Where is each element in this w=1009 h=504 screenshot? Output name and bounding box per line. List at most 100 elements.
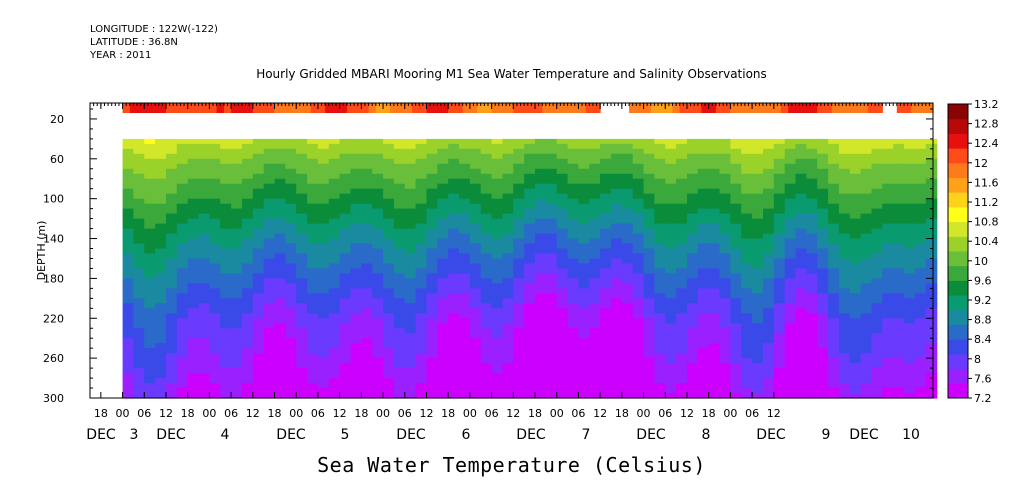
contour-cell: [480, 203, 493, 210]
contour-cell: [296, 148, 308, 155]
contour-cell: [763, 243, 775, 250]
contour-cell: [513, 158, 525, 165]
contour-cell: [621, 263, 634, 270]
contour-cell: [459, 198, 471, 205]
contour-cell: [611, 288, 623, 294]
contour-cell: [372, 368, 384, 374]
contour-cell: [415, 273, 428, 279]
contour-cell: [904, 353, 916, 359]
contour-cell: [198, 188, 210, 195]
contour-cell: [372, 298, 384, 304]
contour-cell: [198, 383, 210, 389]
contour-cell: [263, 318, 276, 324]
contour-cell: [752, 203, 764, 210]
contour-cell: [600, 148, 612, 155]
contour-cell: [144, 303, 156, 309]
contour-cell: [231, 328, 243, 334]
contour-cell: [415, 138, 428, 145]
contour-cell: [307, 353, 319, 359]
contour-cell: [773, 333, 786, 339]
surface-cell: [166, 103, 174, 113]
contour-cell: [545, 238, 558, 245]
contour-cell: [708, 353, 721, 359]
contour-cell: [665, 243, 677, 250]
contour-cell: [882, 253, 894, 260]
contour-cell: [795, 378, 807, 384]
contour-cell: [795, 168, 807, 175]
contour-cell: [491, 333, 504, 339]
contour-cell: [860, 333, 873, 339]
contour-cell: [469, 253, 482, 260]
contour-cell: [361, 178, 373, 185]
contour-cell: [339, 153, 352, 160]
contour-cell: [600, 393, 612, 399]
contour-cell: [904, 363, 916, 369]
contour-cell: [632, 308, 645, 314]
contour-cell: [220, 243, 232, 250]
contour-cell: [448, 183, 460, 190]
contour-cell: [621, 153, 634, 160]
contour-cell: [198, 268, 210, 274]
contour-cell: [763, 263, 775, 270]
contour-cell: [676, 153, 688, 160]
contour-cell: [849, 288, 862, 294]
contour-cell: [480, 138, 493, 145]
contour-cell: [426, 148, 438, 155]
contour-cell: [665, 228, 677, 235]
contour-cell: [621, 163, 634, 170]
contour-cell: [307, 238, 319, 245]
contour-cell: [925, 368, 938, 374]
contour-cell: [133, 173, 145, 180]
contour-cell: [556, 368, 569, 374]
contour-cell: [578, 373, 590, 379]
contour-cell: [600, 163, 612, 170]
contour-cell: [687, 138, 699, 145]
contour-cell: [231, 278, 243, 284]
contour-cell: [535, 218, 547, 225]
contour-cell: [133, 318, 145, 324]
contour-cell: [654, 283, 666, 289]
contour-cell: [589, 343, 601, 349]
contour-cell: [317, 178, 330, 185]
contour-cell: [665, 253, 677, 260]
contour-cell: [632, 193, 645, 200]
contour-cell: [676, 328, 688, 334]
contour-cell: [643, 383, 656, 389]
contour-cell: [882, 363, 894, 369]
contour-cell: [838, 213, 851, 220]
contour-cell: [925, 173, 938, 180]
contour-cell: [708, 238, 721, 245]
contour-cell: [589, 313, 601, 319]
contour-cell: [404, 368, 417, 374]
contour-cell: [480, 363, 493, 369]
contour-cell: [187, 183, 200, 190]
contour-cell: [144, 183, 156, 190]
contour-cell: [741, 368, 753, 374]
contour-cell: [166, 243, 178, 250]
contour-cell: [925, 233, 938, 240]
contour-cell: [600, 218, 612, 225]
contour-cell: [426, 363, 438, 369]
contour-cell: [469, 263, 482, 270]
colorbar-label: 12: [974, 157, 988, 170]
contour-cell: [621, 213, 634, 220]
contour-cell: [730, 203, 742, 210]
contour-cell: [860, 328, 873, 334]
contour-cell: [589, 323, 601, 329]
contour-cell: [480, 288, 493, 294]
contour-cell: [860, 373, 873, 379]
contour-cell: [741, 193, 753, 200]
contour-cell: [535, 138, 547, 145]
contour-cell: [795, 258, 807, 265]
contour-cell: [621, 378, 634, 384]
contour-cell: [317, 358, 330, 364]
contour-cell: [545, 278, 558, 284]
contour-cell: [556, 138, 569, 145]
contour-cell: [198, 138, 210, 145]
contour-cell: [404, 333, 417, 339]
contour-cell: [795, 383, 807, 389]
contour-cell: [469, 358, 482, 364]
contour-cell: [763, 238, 775, 245]
x-tick-label: 12: [506, 407, 520, 420]
contour-cell: [383, 283, 395, 289]
